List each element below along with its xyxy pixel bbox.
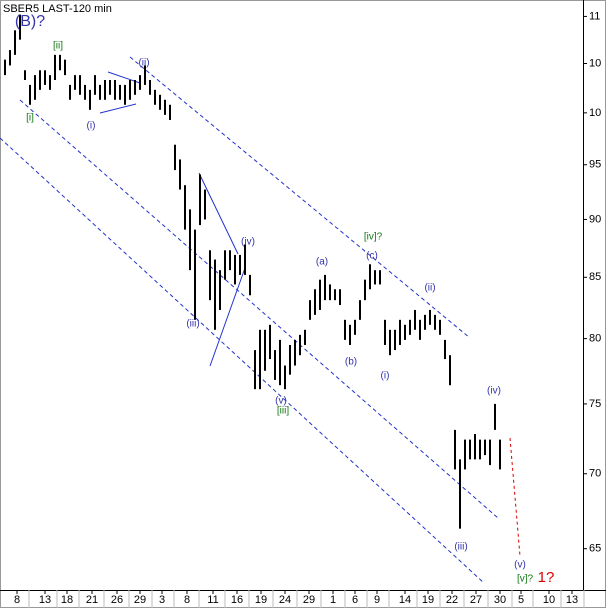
wave-label: (iii) bbox=[186, 319, 199, 330]
y-tick-label: 10 bbox=[589, 57, 601, 69]
x-tick-label: 9 bbox=[374, 594, 380, 606]
wave-label: (iv) bbox=[241, 237, 255, 248]
wave-label: (iii) bbox=[454, 542, 467, 553]
x-tick-label: 18 bbox=[61, 594, 73, 606]
x-tick-label: 29 bbox=[303, 594, 315, 606]
y-tick-label: 11 bbox=[589, 10, 600, 22]
wave-label: (v) bbox=[514, 560, 526, 571]
x-tick-label: 24 bbox=[279, 594, 291, 606]
wave-label: (iv) bbox=[487, 386, 501, 397]
x-tick-label: 19 bbox=[422, 594, 434, 606]
wave-label: (v) bbox=[275, 396, 287, 407]
wedge-line bbox=[209, 267, 246, 367]
wedge-line bbox=[99, 103, 137, 114]
chart-title: SBER5 LAST-120 min bbox=[3, 3, 112, 15]
y-tick-label: 10 bbox=[589, 107, 601, 119]
x-tick-label: 13 bbox=[39, 594, 51, 606]
y-tick-label: 65 bbox=[589, 543, 601, 555]
wave-label: [ii] bbox=[53, 41, 63, 52]
x-tick-label: 27 bbox=[470, 594, 482, 606]
x-tick-label: 11 bbox=[207, 594, 218, 606]
x-tick-label: 13 bbox=[566, 594, 578, 606]
y-tick-label: 95 bbox=[589, 159, 601, 171]
projection bbox=[509, 437, 521, 557]
x-tick-label: 16 bbox=[231, 594, 243, 606]
x-tick-label: 6 bbox=[352, 594, 358, 606]
wave-label: [iii] bbox=[277, 406, 289, 417]
x-tick-label: 22 bbox=[446, 594, 458, 606]
wave-label: (a) bbox=[316, 257, 328, 268]
channel-middle bbox=[19, 99, 499, 519]
x-tick-label: 21 bbox=[86, 594, 98, 606]
wave-label: [v]? bbox=[517, 574, 534, 585]
wave-label: (i) bbox=[381, 371, 390, 382]
wave-label: (i) bbox=[87, 121, 96, 132]
y-tick-label: 90 bbox=[589, 213, 601, 225]
wave-label: [i] bbox=[26, 113, 34, 124]
x-tick-label: 1 bbox=[330, 594, 336, 606]
wave-label: 1? bbox=[538, 569, 555, 586]
x-tick-label: 5 bbox=[518, 594, 524, 606]
wedges bbox=[99, 71, 246, 367]
x-tick-label: 8 bbox=[14, 594, 20, 606]
channel-upper bbox=[129, 56, 471, 339]
x-tick-label: 19 bbox=[255, 594, 267, 606]
x-tick-label: 29 bbox=[134, 594, 146, 606]
x-tick-label: 14 bbox=[399, 594, 411, 606]
channels bbox=[0, 56, 499, 584]
wave-label: (ii) bbox=[424, 283, 435, 294]
y-tick-label: 85 bbox=[589, 271, 601, 283]
y-tick-label: 75 bbox=[589, 398, 601, 410]
x-tick-label: 30 bbox=[494, 594, 506, 606]
x-tick-label: 26 bbox=[111, 594, 123, 606]
channel-lower bbox=[0, 137, 485, 584]
wave-label: (b) bbox=[345, 357, 357, 368]
y-tick-label: 70 bbox=[589, 468, 601, 480]
wave-label: (c) bbox=[366, 251, 378, 262]
wave-label: (ii) bbox=[138, 58, 149, 69]
x-tick-label: 10 bbox=[543, 594, 555, 606]
wedge-line bbox=[198, 172, 239, 255]
y-tick-label: 80 bbox=[589, 333, 601, 345]
x-tick-label: 8 bbox=[184, 594, 190, 606]
x-tick-label: 3 bbox=[159, 594, 165, 606]
wave-label: [iv]? bbox=[364, 232, 383, 243]
wave-label: (B)? bbox=[15, 13, 45, 30]
